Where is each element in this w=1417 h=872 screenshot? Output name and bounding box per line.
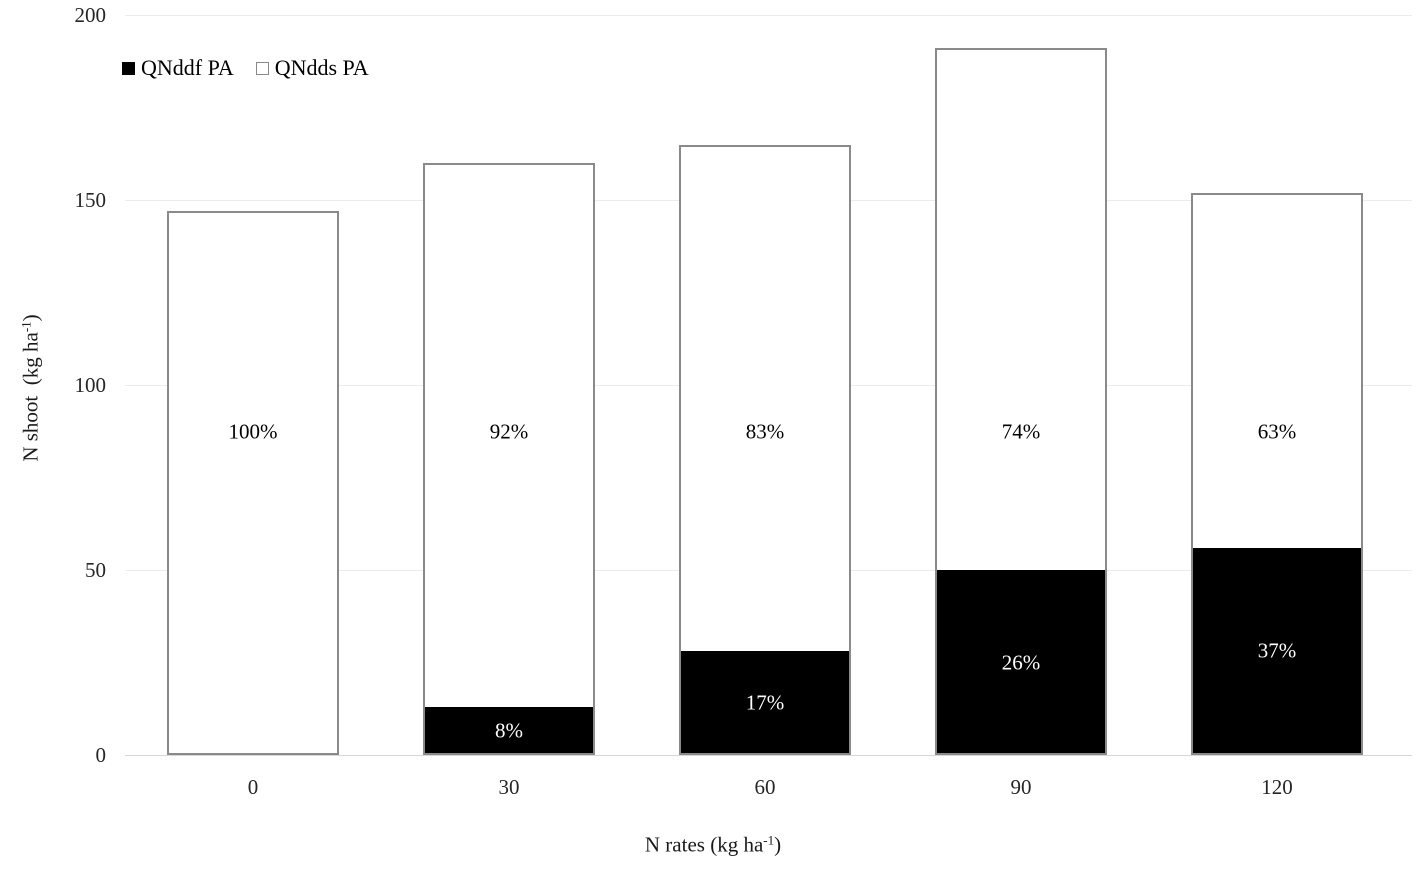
- segment-qnddf-30: [425, 706, 593, 753]
- x-axis-title-superscript: -1: [763, 832, 775, 848]
- legend-swatch-qnddf-icon: [122, 61, 135, 75]
- y-tick-label-0: 0: [95, 743, 107, 767]
- y-tick-label-100: 100: [74, 373, 107, 397]
- x-tick-label-0: 0: [247, 775, 259, 799]
- legend-item-qnddf: QNddf PA: [122, 55, 234, 81]
- data-label-qndds-60: 83%: [745, 419, 785, 444]
- data-label-qndds-30: 92%: [489, 419, 529, 444]
- gridline-200: [125, 15, 1412, 16]
- segment-qnddf-90: [937, 569, 1105, 753]
- bar-0: [167, 211, 339, 755]
- y-tick-label-150: 150: [74, 188, 107, 212]
- x-axis-title-close: ): [774, 832, 782, 857]
- bar-120: [1191, 192, 1363, 755]
- legend-item-qndds: QNdds PA: [255, 55, 369, 81]
- x-tick-label-30: 30: [498, 775, 520, 799]
- segment-qnddf-60: [681, 651, 849, 753]
- segment-qnddf-120: [1193, 547, 1361, 753]
- x-axis-title-text: N rates (kg ha: [644, 832, 764, 857]
- bar-60: [679, 144, 851, 755]
- data-label-qnddf-120: 37%: [1257, 638, 1297, 663]
- bar-30: [423, 163, 595, 755]
- data-label-qnddf-60: 17%: [745, 690, 785, 715]
- data-label-qndds-0: 100%: [228, 419, 278, 444]
- data-label-qndds-90: 74%: [1001, 419, 1041, 444]
- data-label-qnddf-30: 8%: [495, 718, 523, 743]
- legend-label-qndds: QNdds PA: [274, 55, 369, 80]
- y-tick-label-50: 50: [85, 558, 106, 582]
- y-tick-label-200: 200: [74, 3, 107, 27]
- x-tick-label-120: 120: [1261, 775, 1293, 799]
- x-tick-label-60: 60: [754, 775, 776, 799]
- x-axis-title: N rates (kg ha-1): [645, 833, 781, 858]
- legend-label-qnddf: QNddf PA: [141, 55, 234, 80]
- x-axis-line: [125, 755, 1412, 756]
- data-label-qndds-120: 63%: [1257, 419, 1297, 444]
- x-tick-label-90: 90: [1010, 775, 1032, 799]
- legend: QNddf PA QNdds PA: [122, 55, 369, 81]
- data-label-qnddf-90: 26%: [1001, 650, 1041, 674]
- bar-90: [935, 48, 1107, 755]
- legend-swatch-qndds-icon: [255, 61, 269, 75]
